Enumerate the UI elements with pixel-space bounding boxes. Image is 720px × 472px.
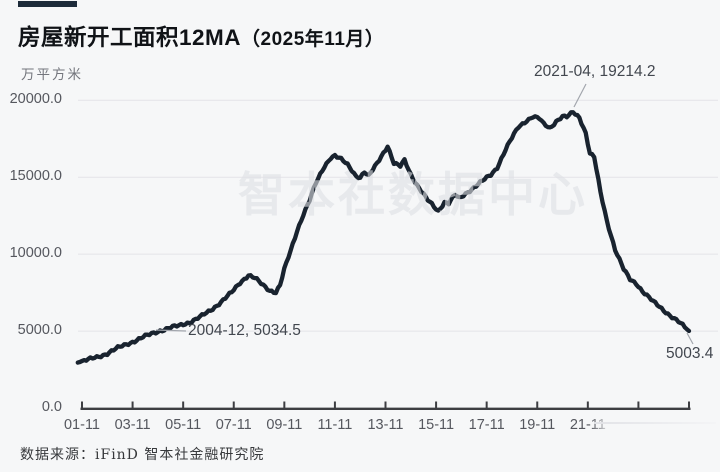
y-axis-unit-label: 万平方米: [21, 67, 83, 82]
accent-bar: [18, 1, 77, 7]
label-fade-overlay: [590, 410, 720, 440]
title-date: （2025年11月）: [241, 29, 385, 50]
x-tick-label: 09-11: [266, 417, 303, 433]
erased-label-streak: [594, 422, 716, 424]
y-tick-label: 5000.0: [17, 322, 62, 339]
title-main: 房屋新开工面积12MA: [18, 25, 242, 50]
data-source-note: 数据来源：iFinD 智本社金融研究院: [20, 447, 265, 463]
x-tick-label: 05-11: [165, 417, 202, 433]
y-tick-label: 0.0: [41, 399, 62, 415]
x-tick-label: 19-11: [519, 417, 556, 433]
x-tick-label: 07-11: [215, 417, 252, 433]
series-line: [75, 110, 692, 365]
leader-line-2004: [155, 329, 187, 332]
x-tick-label: 17-11: [468, 417, 505, 433]
y-tick-label: 10000.0: [9, 245, 62, 262]
x-tick-label: 15-11: [418, 417, 455, 433]
y-tick-label: 20000.0: [9, 91, 62, 108]
x-tick-label: 13-11: [367, 417, 404, 433]
y-tick-label: 15000.0: [9, 168, 62, 185]
leader-line-peak: [573, 83, 587, 108]
x-tick-label: 01-11: [63, 417, 100, 433]
x-tick-label: 03-11: [114, 417, 151, 433]
annotation-peak: 2021-04, 19214.2: [534, 63, 656, 80]
leader-line-last: [686, 332, 694, 345]
annotation-2004: 2004-12, 5034.5: [188, 322, 301, 339]
x-tick-label: 11-11: [317, 417, 353, 433]
annotation-last-value: 5003.4: [666, 345, 714, 362]
page-title: 房屋新开工面积12MA（2025年11月）: [18, 20, 384, 52]
